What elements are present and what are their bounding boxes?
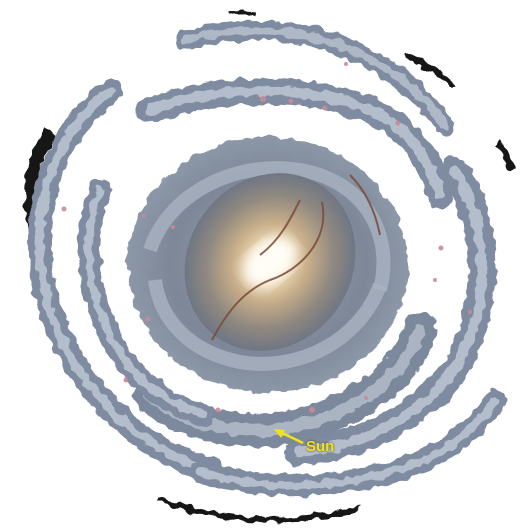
galactic-disk bbox=[128, 137, 408, 393]
sun-arrow bbox=[274, 429, 304, 445]
dust-lanes bbox=[211, 174, 381, 341]
sun-label: Sun bbox=[306, 438, 335, 455]
star-forming-regions bbox=[61, 62, 472, 413]
